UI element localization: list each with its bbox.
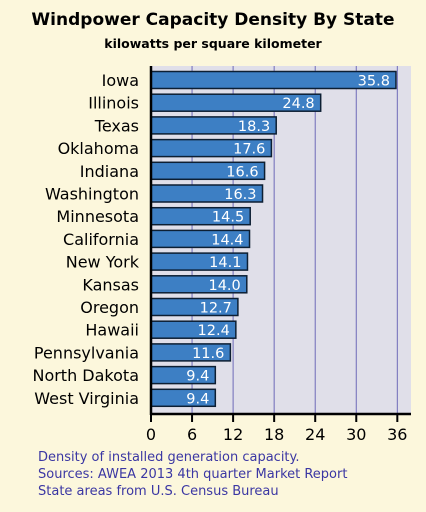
category-label: Indiana (80, 162, 139, 181)
category-label: Minnesota (56, 207, 139, 226)
value-labels: 35.8 24.8 18.3 17.6 16.6 16.3 14.5 14.4 14.1 14.0… (186, 74, 390, 408)
x-axis: 0 6 12 18 24 30 36 (146, 66, 411, 444)
value-label: 24.8 (282, 96, 314, 112)
value-label: 14.1 (209, 255, 241, 271)
category-labels: Iowa Illinois Texas Oklahoma Indiana Washingt… (32, 71, 139, 408)
x-tick-label: 18 (264, 425, 284, 444)
value-label: 18.3 (238, 119, 270, 135)
value-label: 16.3 (224, 187, 256, 203)
value-label: 35.8 (358, 74, 390, 90)
category-label: Hawaii (85, 321, 139, 340)
note-line-2: Sources: AWEA 2013 4th quarter Market Re… (38, 467, 347, 482)
category-label: Kansas (82, 275, 139, 294)
value-label: 14.5 (212, 210, 244, 226)
value-label: 12.4 (198, 323, 230, 339)
category-label: Oklahoma (58, 139, 139, 158)
note-line-3: State areas from U.S. Census Bureau (38, 484, 279, 499)
category-label: Oregon (80, 298, 139, 317)
x-tick-label: 6 (187, 425, 197, 444)
category-label: Pennsylvania (34, 343, 139, 362)
x-tick-label: 36 (387, 425, 407, 444)
value-label: 17.6 (233, 142, 265, 158)
category-label: Iowa (102, 71, 139, 90)
category-label: California (63, 230, 139, 249)
x-tick-label: 12 (223, 425, 243, 444)
value-label: 14.4 (211, 232, 243, 248)
value-label: 11.6 (192, 346, 224, 362)
category-label: Washington (45, 185, 139, 204)
category-label: New York (66, 253, 140, 272)
category-label: Texas (94, 116, 139, 135)
category-label: North Dakota (32, 366, 139, 385)
x-tick-label: 30 (346, 425, 366, 444)
chart-title: Windpower Capacity Density By State (31, 10, 394, 30)
value-label: 14.0 (208, 278, 240, 294)
value-label: 12.7 (200, 301, 232, 317)
category-label: West Virginia (34, 389, 139, 408)
notes: Density of installed generation capacity… (38, 450, 347, 499)
value-label: 9.4 (186, 391, 209, 407)
value-label: 9.4 (186, 369, 209, 385)
note-line-1: Density of installed generation capacity… (38, 450, 300, 465)
chart-subtitle: kilowatts per square kilometer (104, 36, 322, 51)
x-tick-label: 0 (146, 425, 156, 444)
category-label: Illinois (88, 94, 139, 113)
x-tick-label: 24 (305, 425, 325, 444)
value-label: 16.6 (226, 164, 258, 180)
